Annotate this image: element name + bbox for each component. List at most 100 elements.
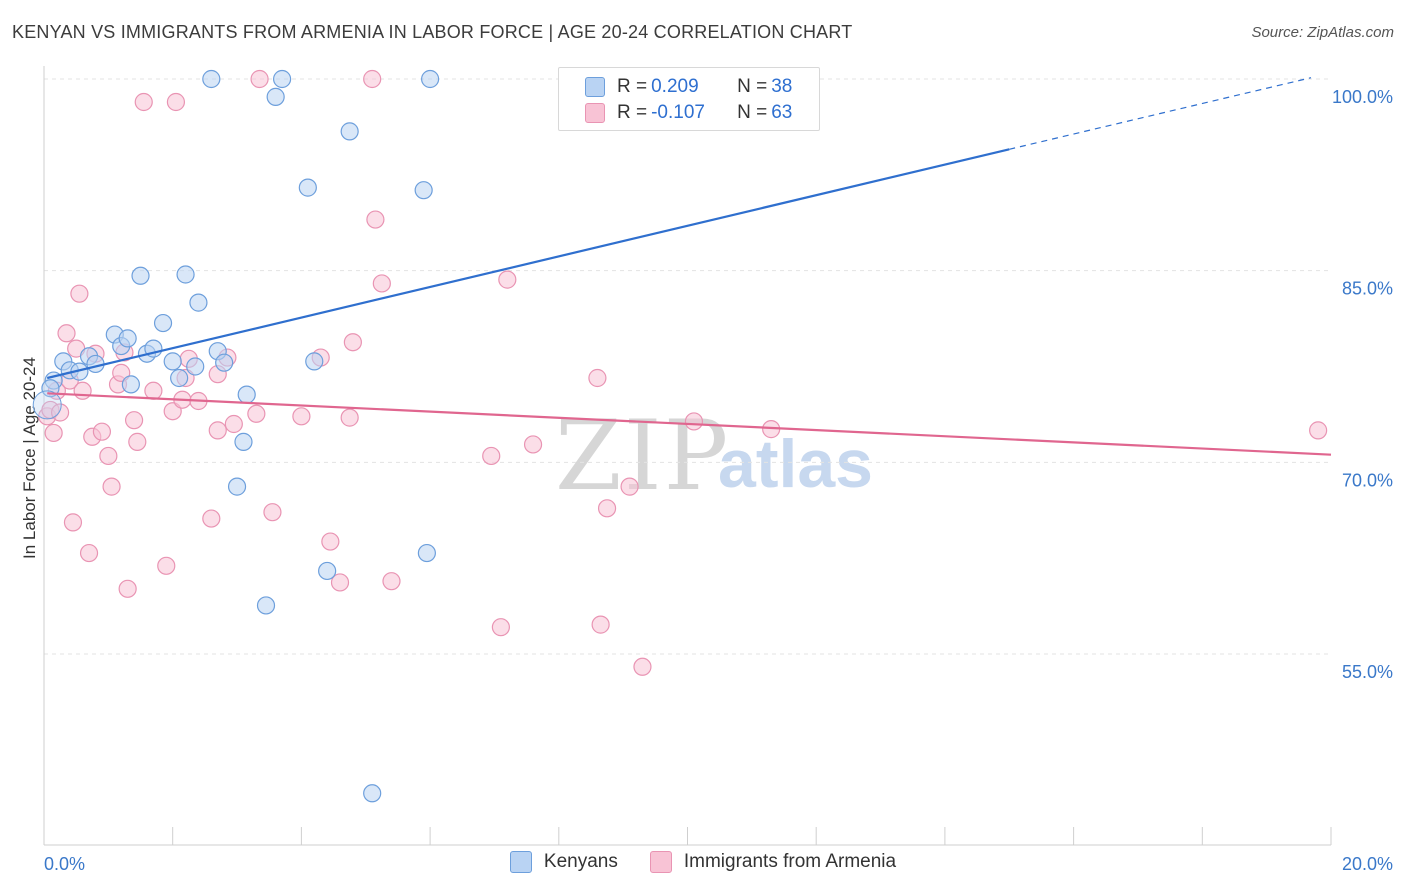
grid-lines	[44, 78, 1331, 655]
armenia-point	[44, 423, 63, 443]
bottom-legend-armenia[interactable]: Immigrants from Armenia	[649, 851, 897, 873]
armenia-point	[247, 404, 266, 423]
armenia-point	[157, 556, 176, 575]
kenyans-point	[363, 784, 382, 803]
armenia-point	[343, 333, 362, 352]
armenia-point	[330, 573, 350, 592]
armenia-point	[292, 407, 311, 426]
kenyans-point	[414, 181, 433, 200]
armenia-point	[482, 446, 501, 466]
armenia-point	[50, 403, 70, 422]
kenyans-point	[202, 69, 221, 89]
armenia-r-value: -0.107	[651, 102, 705, 123]
armenia-point	[366, 210, 385, 229]
armenia-point	[588, 368, 607, 388]
armenia-point	[684, 412, 704, 431]
kenyans-point	[163, 352, 182, 371]
kenyans-point	[340, 122, 359, 141]
armenia-point	[591, 615, 610, 634]
kenyans-point	[237, 385, 256, 404]
armenia-point	[523, 435, 543, 454]
armenia-n-label: N =	[737, 102, 768, 123]
kenyans-swatch	[585, 77, 605, 97]
y-tick-label: 85.0%	[1342, 279, 1393, 299]
kenyans-n-label: N =	[737, 76, 768, 97]
legend-row-kenyans: R = 0.209 N = 38	[585, 75, 792, 99]
armenia-points	[38, 69, 1328, 676]
armenia-point	[250, 69, 269, 89]
armenia-point	[118, 579, 137, 598]
kenyans-point	[272, 69, 292, 89]
kenyans-point	[170, 368, 189, 388]
kenyans-point	[318, 561, 337, 581]
kenyans-point	[227, 477, 247, 496]
axes	[43, 66, 1332, 846]
kenyans-legend-swatch	[509, 851, 532, 873]
trend-lines	[46, 77, 1332, 456]
armenia-point	[102, 477, 121, 496]
armenia-point	[144, 381, 163, 400]
armenia-point	[1309, 421, 1328, 440]
kenyans-point	[131, 266, 150, 285]
armenia-point	[372, 274, 391, 293]
stats-legend: R = 0.209 N = 38 R = -0.107 N = 63	[558, 67, 820, 131]
kenyans-trend-line	[46, 148, 1010, 380]
armenia-n-value: 63	[771, 102, 793, 123]
y-tick-label: 70.0%	[1342, 470, 1393, 490]
armenia-point	[208, 421, 227, 440]
armenia-point	[134, 92, 153, 112]
armenia-point	[633, 657, 652, 676]
y-tick-label: 100.0%	[1332, 87, 1393, 107]
kenyans-point	[215, 353, 234, 372]
kenyans-point	[186, 357, 205, 376]
kenyans-point	[234, 432, 253, 451]
armenia-point	[99, 446, 118, 466]
armenia-point	[498, 270, 517, 289]
armenia-point	[363, 69, 382, 89]
kenyans-point	[121, 375, 140, 394]
armenia-legend-label: Immigrants from Armenia	[683, 851, 897, 872]
bottom-legend-kenyans[interactable]: Kenyans	[509, 851, 618, 873]
chart-title: KENYAN VS IMMIGRANTS FROM ARMENIA IN LAB…	[12, 22, 853, 42]
kenyans-point	[417, 543, 436, 563]
kenyans-point	[305, 352, 324, 371]
watermark-atlas: atlas	[718, 426, 873, 502]
armenia-point	[620, 477, 639, 496]
armenia-point	[124, 411, 144, 430]
armenia-point	[202, 509, 221, 528]
kenyans-point	[256, 596, 276, 615]
armenia-point	[382, 572, 401, 591]
armenia-point	[70, 284, 89, 303]
armenia-point	[63, 513, 83, 532]
kenyans-r-value: 0.209	[651, 76, 699, 97]
bottom-legend: Kenyans Immigrants from Armenia	[0, 851, 1406, 873]
kenyans-points	[32, 69, 720, 803]
kenyans-point	[118, 329, 137, 348]
armenia-point	[224, 414, 243, 434]
kenyans-trend-extension	[1009, 77, 1312, 150]
armenia-legend-swatch	[649, 851, 672, 873]
x-tick-label-max: 20.0%	[1342, 854, 1393, 874]
kenyans-point	[189, 293, 208, 312]
armenia-point	[79, 543, 99, 563]
kenyans-r-label: R =	[617, 76, 648, 97]
kenyans-point	[266, 87, 285, 106]
armenia-point	[128, 432, 147, 451]
armenia-point	[597, 499, 617, 518]
kenyans-point	[86, 354, 105, 374]
armenia-trend-line	[47, 392, 1332, 456]
kenyans-point	[421, 69, 440, 89]
kenyans-point	[176, 265, 195, 284]
kenyans-point-cluster	[32, 390, 62, 420]
kenyans-n-value: 38	[771, 76, 793, 97]
kenyans-point	[153, 313, 173, 333]
source-credit: Source: ZipAtlas.com	[1251, 24, 1394, 41]
armenia-point	[92, 422, 112, 441]
armenia-point	[166, 92, 186, 112]
tick-labels: 55.0% 70.0% 85.0% 100.0% 0.0% 20.0%	[44, 87, 1393, 874]
armenia-point	[73, 381, 92, 400]
armenia-point	[321, 532, 340, 551]
armenia-point	[57, 324, 76, 343]
armenia-point	[491, 618, 510, 637]
legend-row-armenia: R = -0.107 N = 63	[585, 101, 792, 125]
